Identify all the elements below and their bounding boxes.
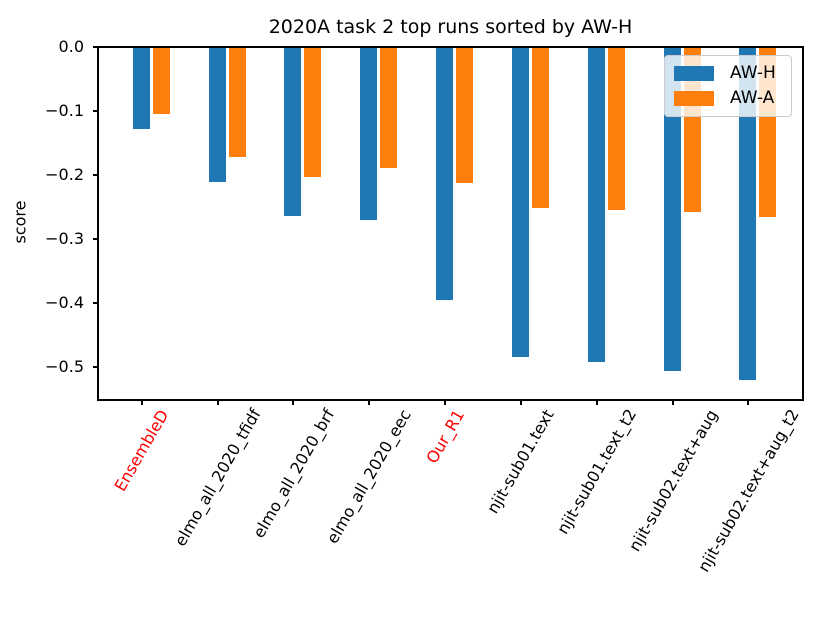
y-tick-mark [93, 302, 97, 305]
bar-aw-a [152, 48, 170, 114]
bar-aw-a [607, 48, 625, 211]
bar-aw-a [380, 48, 398, 168]
bar-aw-h [739, 48, 757, 381]
x-tick-mark [595, 401, 598, 405]
x-tick-mark [368, 401, 371, 405]
x-tick-label: njit-sub01.text_t2 [553, 405, 641, 538]
x-tick-mark [292, 401, 295, 405]
bar-aw-h [284, 48, 302, 216]
x-tick-label: Our_R1 [421, 406, 468, 467]
bar-aw-h [587, 48, 605, 363]
y-tick-label: −0.5 [45, 357, 84, 377]
x-tick-label: njit-sub01.text [483, 406, 559, 517]
legend-swatch-icon [674, 91, 714, 106]
x-tick-mark [519, 401, 522, 405]
x-tick-mark [140, 401, 143, 405]
y-tick-label: −0.1 [45, 101, 84, 121]
plot-area: AW-H AW-A [97, 46, 804, 401]
x-tick-mark [671, 401, 674, 405]
x-tick-mark [216, 401, 219, 405]
bar-aw-h [208, 48, 226, 182]
legend-entry: AW-H [674, 64, 782, 83]
y-tick-mark [93, 238, 97, 241]
bar-aw-h [360, 48, 378, 221]
y-tick-label: 0.0 [58, 37, 84, 56]
y-tick-label: −0.4 [45, 293, 84, 313]
bar-aw-a [531, 48, 549, 209]
x-tick-label: njit-sub02.text+aug [624, 405, 721, 555]
bar-aw-a [456, 48, 474, 183]
bar-aw-h [663, 48, 681, 372]
x-tick-label: EnsembleD [110, 406, 173, 495]
bar-aw-h [436, 48, 454, 300]
y-tick-label: −0.2 [45, 165, 84, 185]
bar-aw-a [304, 48, 322, 178]
x-tick-mark [444, 401, 447, 405]
y-tick-mark [93, 46, 97, 48]
x-tick-label: elmo_all_2020_brf [248, 405, 339, 542]
legend-swatch-icon [674, 66, 714, 81]
bar-aw-h [132, 48, 150, 129]
y-tick-mark [93, 110, 97, 113]
legend-entry: AW-A [674, 89, 782, 108]
y-tick-label: −0.3 [45, 229, 84, 249]
legend: AW-H AW-A [664, 55, 792, 117]
y-tick-mark [93, 366, 97, 369]
x-tick-mark [747, 401, 750, 405]
bar-aw-h [511, 48, 529, 357]
chart-title: 2020A task 2 top runs sorted by AW-H [268, 16, 633, 38]
x-tick-label: elmo_all_2020_eec [322, 406, 416, 547]
legend-label: AW-A [730, 88, 775, 108]
bar-aw-a [228, 48, 246, 157]
legend-label: AW-H [730, 63, 776, 83]
y-tick-mark [93, 174, 97, 177]
